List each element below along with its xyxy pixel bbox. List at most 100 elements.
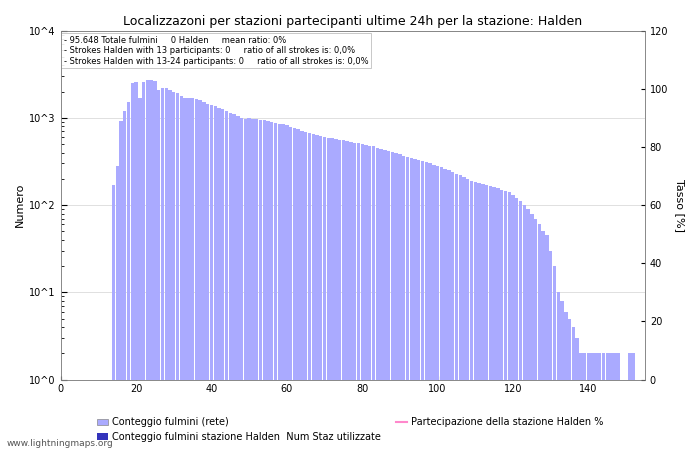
Bar [606, 353, 609, 450]
Bar [549, 251, 552, 450]
Bar [100, 380, 104, 450]
Bar [462, 177, 466, 450]
Bar [180, 95, 183, 450]
Bar [127, 103, 130, 450]
Legend: Conteggio fulmini (rete), Conteggio fulmini stazione Halden  Num Staz utilizzate: Conteggio fulmini (rete), Conteggio fulm… [94, 414, 606, 445]
Bar [564, 312, 568, 450]
Bar [319, 136, 323, 450]
Bar [82, 380, 85, 450]
Bar [66, 380, 70, 450]
Bar [556, 292, 560, 450]
Bar [116, 166, 119, 450]
Bar [519, 202, 522, 450]
Bar [330, 139, 334, 450]
Bar [297, 129, 300, 450]
Bar [266, 121, 270, 450]
Bar [251, 119, 255, 450]
Bar [78, 380, 81, 450]
Bar [413, 159, 416, 450]
Bar [229, 112, 232, 450]
Bar [447, 171, 451, 450]
Bar [183, 98, 187, 450]
Bar [108, 380, 111, 450]
Bar [477, 183, 481, 450]
Bar [368, 146, 372, 450]
Bar [312, 134, 315, 450]
Bar [624, 380, 628, 450]
Text: - 95.648 Totale fulmini     0 Halden     mean ratio: 0%
- Strokes Halden with 13: - 95.648 Totale fulmini 0 Halden mean ra… [64, 36, 368, 66]
Bar [376, 148, 379, 450]
Bar [89, 380, 92, 450]
Bar [70, 380, 74, 450]
Bar [379, 149, 383, 450]
Bar [214, 107, 217, 450]
Bar [587, 353, 590, 450]
Bar [247, 118, 251, 450]
Bar [240, 118, 244, 450]
Bar [383, 150, 386, 450]
Bar [281, 125, 285, 450]
Bar [119, 121, 122, 450]
Bar [195, 99, 198, 450]
Bar [274, 123, 277, 450]
Bar [560, 301, 564, 450]
Bar [598, 353, 601, 450]
Bar [583, 353, 587, 450]
Bar [444, 169, 447, 450]
Bar [255, 119, 258, 450]
Bar [289, 127, 293, 450]
Bar [470, 181, 473, 450]
Bar [542, 231, 545, 450]
Bar [613, 353, 617, 450]
Bar [304, 132, 307, 450]
Bar [172, 91, 176, 450]
Bar [387, 151, 391, 450]
Bar [168, 90, 172, 450]
Bar [323, 137, 326, 450]
Bar [149, 80, 153, 450]
Bar [636, 380, 639, 450]
Bar [391, 152, 394, 450]
Bar [628, 353, 631, 450]
Bar [372, 146, 375, 450]
Bar [270, 122, 274, 450]
Bar [436, 166, 440, 450]
Bar [545, 235, 549, 450]
Bar [455, 174, 458, 450]
Bar [425, 162, 428, 450]
Bar [293, 128, 296, 450]
Bar [315, 135, 318, 450]
Bar [398, 154, 402, 450]
Bar [164, 88, 168, 450]
Bar [210, 105, 213, 450]
Bar [417, 160, 421, 450]
Bar [458, 175, 462, 450]
Bar [572, 327, 575, 450]
Bar [410, 158, 413, 450]
Bar [591, 353, 594, 450]
Bar [142, 81, 146, 450]
Bar [353, 143, 356, 450]
Title: Localizzazoni per stazioni partecipanti ultime 24h per la stazione: Halden: Localizzazoni per stazioni partecipanti … [123, 15, 582, 28]
Bar [481, 184, 484, 450]
Bar [206, 104, 209, 450]
Bar [74, 380, 78, 450]
Bar [395, 153, 398, 450]
Bar [406, 157, 410, 450]
Bar [526, 209, 530, 450]
Bar [621, 380, 624, 450]
Bar [278, 124, 281, 450]
Bar [493, 187, 496, 450]
Bar [485, 185, 489, 450]
Bar [63, 380, 66, 450]
Bar [357, 144, 360, 450]
Bar [360, 144, 364, 450]
Bar [221, 109, 225, 450]
Bar [594, 353, 598, 450]
Bar [500, 190, 503, 450]
Bar [349, 142, 353, 450]
Bar [602, 353, 606, 450]
Bar [308, 133, 312, 450]
Text: www.lightningmaps.org: www.lightningmaps.org [7, 439, 113, 448]
Bar [515, 198, 519, 450]
